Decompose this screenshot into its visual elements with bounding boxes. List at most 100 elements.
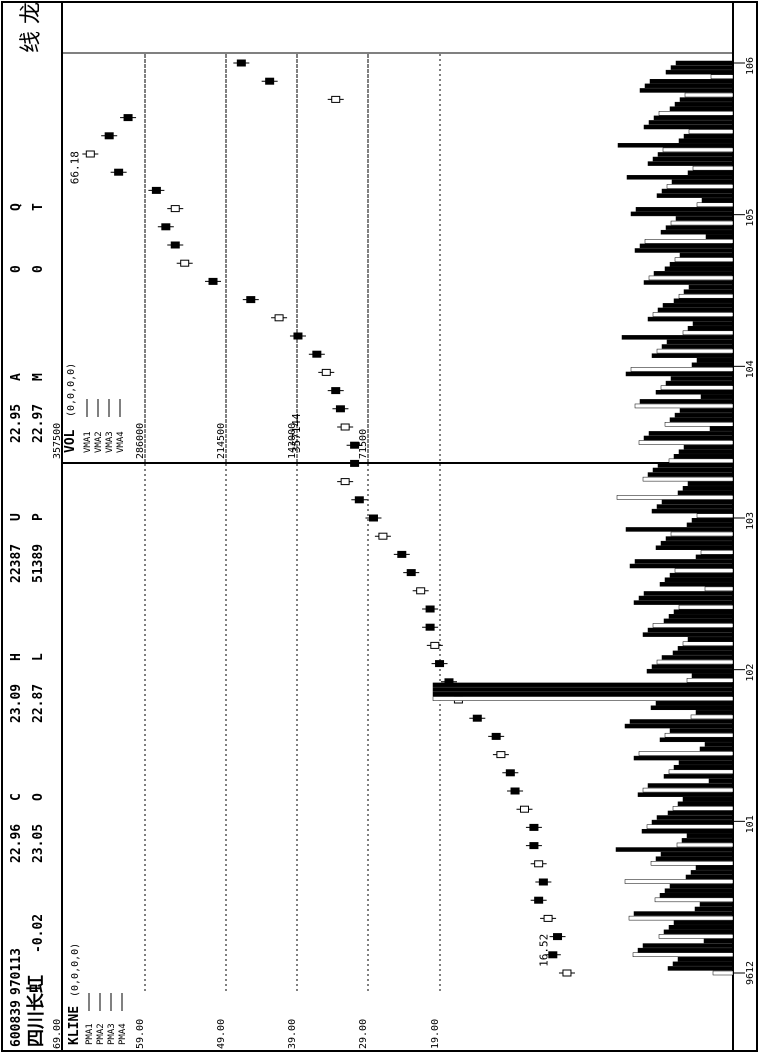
volume-bar xyxy=(634,559,734,564)
kline-params: (0,0,0,0) xyxy=(70,943,81,997)
candle-body xyxy=(534,896,544,904)
volume-bar xyxy=(674,257,734,262)
candle-body xyxy=(161,223,171,231)
candle-body xyxy=(246,296,256,304)
candle-body xyxy=(350,441,360,449)
volume-bar xyxy=(616,495,734,500)
candle-body xyxy=(397,550,407,558)
volume-bar xyxy=(682,486,734,491)
candle-body xyxy=(331,95,341,103)
candle-body xyxy=(416,587,426,595)
volume-bar xyxy=(621,335,734,340)
volume-bar xyxy=(678,604,734,610)
volume-bar xyxy=(664,422,734,427)
x-tick-label: 105 xyxy=(745,209,756,227)
candle-body xyxy=(491,732,501,740)
volume-bar xyxy=(647,627,734,633)
volume-bar xyxy=(661,344,734,349)
volume-bar xyxy=(683,133,734,139)
volume-bar xyxy=(630,211,734,217)
kline-tick-label: 49.00 xyxy=(216,1019,227,1049)
volume-bar xyxy=(682,641,734,647)
candle-body xyxy=(562,969,572,977)
volume-bar xyxy=(683,289,734,294)
volume-bar xyxy=(633,600,734,605)
volume-bar xyxy=(686,522,734,528)
volume-bar xyxy=(667,810,734,816)
header-field-key: T xyxy=(31,203,46,211)
volume-bar xyxy=(695,865,734,871)
volume-bar xyxy=(684,92,734,98)
volume-bar xyxy=(691,673,734,679)
volume-bar xyxy=(651,664,734,669)
header-field-value: 0 xyxy=(9,265,24,273)
volume-bar xyxy=(674,101,734,107)
volume-bar xyxy=(655,856,734,861)
header-field-key: Q xyxy=(9,203,24,211)
volume-bar xyxy=(657,307,734,313)
x-tick-label: 9612 xyxy=(745,961,756,985)
volume-bar xyxy=(678,760,734,765)
volume-bar xyxy=(432,687,734,692)
volume-bar xyxy=(699,902,734,907)
volume-bar xyxy=(677,957,734,962)
candle-body xyxy=(354,496,364,504)
volume-bar xyxy=(626,175,734,180)
x-axis-labels: 9612 101 102 103 104 105 106 xyxy=(733,57,756,985)
volume-bar xyxy=(643,280,734,285)
candle-body xyxy=(543,914,553,922)
volume-bar xyxy=(643,591,734,596)
candle-body xyxy=(274,314,284,322)
volume-bar xyxy=(696,357,734,363)
volume-bar xyxy=(671,179,734,185)
candle-body xyxy=(435,660,445,668)
volume-bar xyxy=(646,824,734,829)
volume-bar xyxy=(648,431,734,436)
candle-body xyxy=(496,751,506,759)
volume-bar xyxy=(665,536,734,541)
volume-bar xyxy=(432,691,734,697)
volume-bar xyxy=(647,472,734,477)
volume-bar xyxy=(669,883,734,889)
volume-bar xyxy=(669,106,734,111)
volume-bar xyxy=(644,83,734,89)
volume-bar xyxy=(700,394,734,400)
stock-date: 970113 xyxy=(9,948,24,995)
volume-bar xyxy=(658,111,734,116)
header-field-key: H xyxy=(9,653,24,661)
candle-body xyxy=(553,933,563,941)
volume-bar xyxy=(688,129,734,134)
volume-bar xyxy=(679,97,734,102)
volume-bar xyxy=(669,728,734,733)
volume-bar xyxy=(651,353,734,358)
kline-label: KLINE xyxy=(67,1006,82,1045)
volume-bar xyxy=(637,792,734,797)
volume-bar xyxy=(632,952,734,957)
candle-body xyxy=(368,514,378,522)
volume-bar xyxy=(673,454,734,459)
volume-bar xyxy=(624,723,734,729)
candle-body xyxy=(425,605,435,613)
volume-bar xyxy=(678,138,734,143)
volume-bar xyxy=(668,769,734,775)
kline-marks: 66.18 16.52 xyxy=(69,59,575,977)
volume-bar xyxy=(664,732,734,738)
candle-body xyxy=(378,532,388,540)
candle-body xyxy=(529,842,539,850)
volume-bar xyxy=(687,481,734,486)
volume-bar xyxy=(652,467,734,473)
volume-bar xyxy=(625,371,734,377)
volume-bar xyxy=(642,787,734,793)
header-field-value: 22.87 xyxy=(31,684,46,723)
volume-bar xyxy=(655,389,734,395)
volume-bar xyxy=(690,714,734,720)
candle-body xyxy=(406,569,416,577)
candle-body xyxy=(312,350,322,358)
volume-bar xyxy=(637,947,734,953)
volume-bar xyxy=(634,248,734,253)
vma-label: VMA4 xyxy=(116,431,126,453)
volume-bar xyxy=(655,545,734,550)
vma-label: VMA1 xyxy=(83,431,93,453)
volume-bar xyxy=(669,417,734,422)
volume-bar xyxy=(673,764,734,770)
